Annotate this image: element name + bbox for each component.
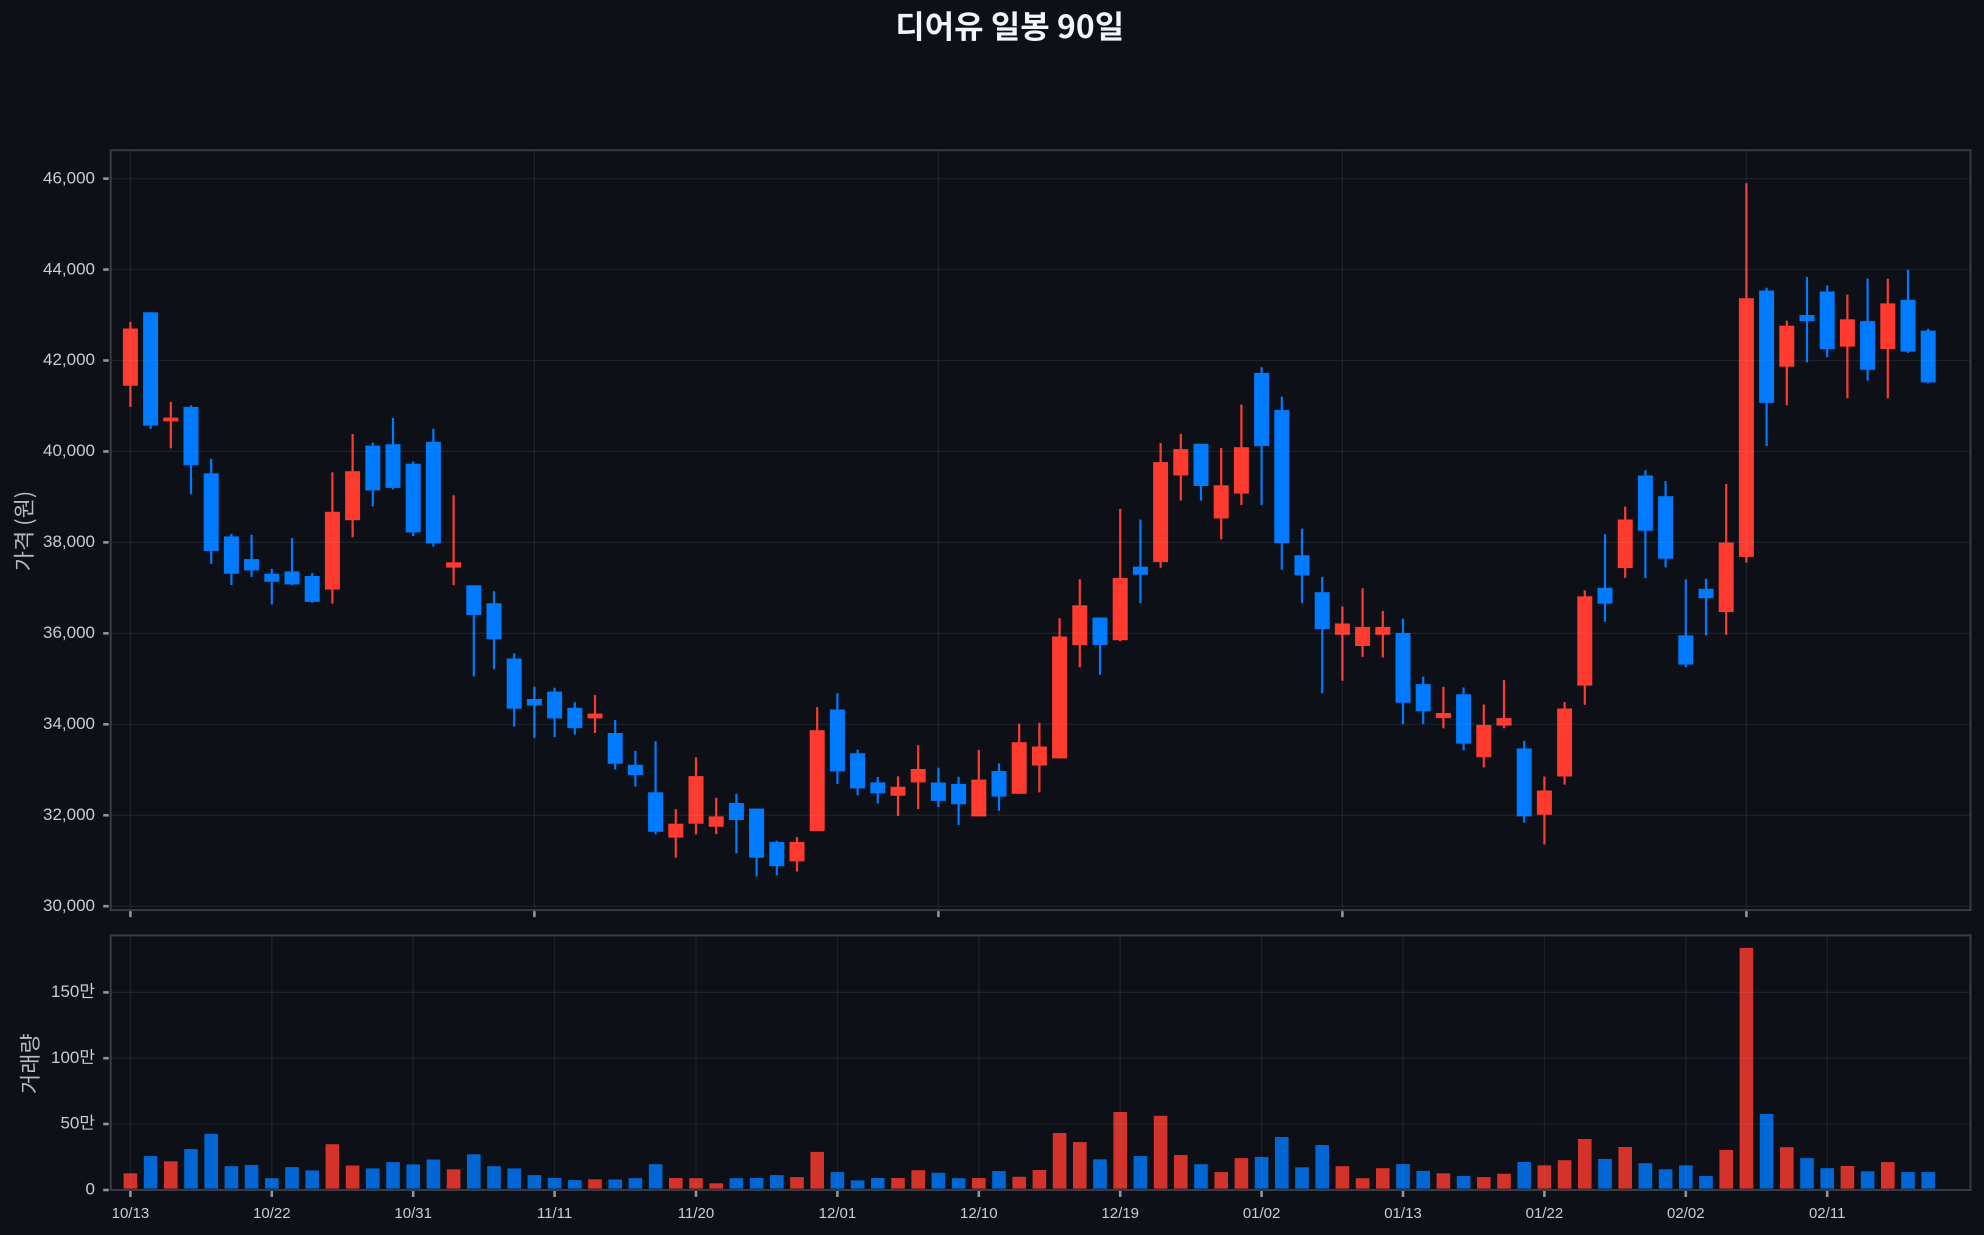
svg-text:01/22: 01/22 [1526, 1205, 1564, 1222]
svg-text:40,000: 40,000 [43, 441, 95, 460]
svg-text:32,000: 32,000 [43, 805, 95, 824]
svg-text:42,000: 42,000 [43, 350, 95, 369]
svg-text:34,000: 34,000 [43, 714, 95, 733]
svg-text:10/13: 10/13 [112, 1205, 150, 1222]
svg-text:36,000: 36,000 [43, 623, 95, 642]
svg-text:10/31: 10/31 [394, 1205, 432, 1222]
svg-text:02/02: 02/02 [1667, 1205, 1705, 1222]
svg-text:38,000: 38,000 [43, 532, 95, 551]
svg-text:10/22: 10/22 [253, 1205, 291, 1222]
svg-text:30,000: 30,000 [43, 896, 95, 915]
svg-text:11/20: 11/20 [678, 1205, 714, 1222]
svg-text:12/01: 12/01 [819, 1205, 857, 1222]
svg-text:11/11: 11/11 [537, 1205, 572, 1222]
svg-text:150: 150 [51, 982, 79, 1001]
svg-text:46,000: 46,000 [43, 168, 95, 187]
svg-text:44,000: 44,000 [43, 259, 95, 278]
svg-text:12/19: 12/19 [1101, 1205, 1139, 1222]
svg-text:0: 0 [86, 1180, 95, 1199]
svg-text:02/11: 02/11 [1809, 1205, 1845, 1222]
svg-text:12/10: 12/10 [960, 1205, 998, 1222]
svg-text:01/02: 01/02 [1243, 1205, 1281, 1222]
svg-text:01/13: 01/13 [1384, 1205, 1422, 1222]
svg-text:50: 50 [60, 1114, 79, 1133]
svg-text:100: 100 [51, 1048, 79, 1067]
